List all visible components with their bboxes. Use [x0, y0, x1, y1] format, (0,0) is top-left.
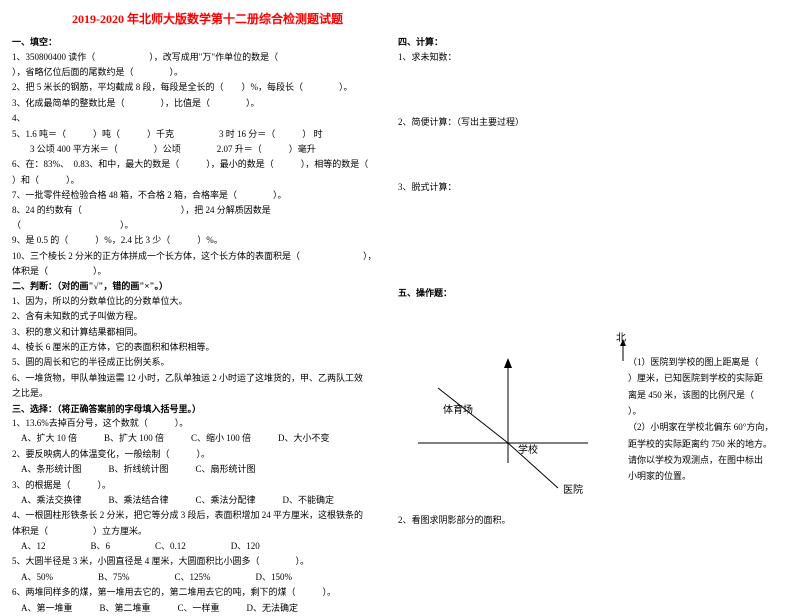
q3-5: 5、大圆半径是 3 米，小圆直径是 4 厘米，大圆面积比小圆多（ ）。 — [12, 554, 382, 568]
q1-1b: ），省略亿位后面的尾数约是（ ）。 — [12, 65, 382, 79]
q3-3: 3、的根据是（ ）。 — [12, 478, 382, 492]
q1-1a: 1、350800400 读作（ ），改写成用"万"作单位的数是（ — [12, 50, 382, 64]
label-hospital: 医院 — [563, 483, 583, 496]
q3-2: 2、要反映病人的体温变化，一般绘制（ ）。 — [12, 447, 382, 461]
page-title: 2019-2020 年北师大版数学第十二册综合检测题试题 — [72, 10, 788, 29]
q5-2: 2、看图求阴影部分的面积。 — [398, 513, 511, 527]
q1-10b: 体积是（ ）。 — [12, 264, 382, 278]
q2-6a: 6、一堆货物，甲队单独运需 12 小时，乙队单独运 2 小时运了这堆货的，甲、乙… — [12, 371, 382, 385]
q3-4: 4、一根圆柱形铁条长 2 分米，把它等分成 3 段后，表面积增加 24 平方厘米… — [12, 508, 382, 522]
q2-3: 3、积的意义和计算结果都相同。 — [12, 325, 382, 339]
q2-5: 5、圆的周长和它的半径成正比例关系。 — [12, 355, 382, 369]
q3-6o: A、第一堆重 B、第二堆重 C、一样重 D、无法确定 — [12, 601, 382, 615]
q1-6b: ）和（ ）。 — [12, 173, 382, 187]
q1-5a: 5、1.6 吨＝（ ）吨（ ）千克 3 时 16 分＝（ ） 时 — [12, 127, 382, 141]
rt-e: （2）小明家在学校北偏东 60°方向， — [628, 420, 788, 435]
section-2-head: 二、判断：（对的画"√"，错的画"×"。） — [12, 279, 382, 293]
q3-3o: A、乘法交换律 B、乘法结合律 C、乘法分配律 D、不能确定 — [12, 493, 382, 507]
q2-4: 4、棱长 6 厘米的正方体，它的表面积和体积相等。 — [12, 340, 382, 354]
q1-9: 9、是 0.5 的（ ）%，2.4 比 3 少（ ）%。 — [12, 233, 382, 247]
q3-2o: A、条形统计图 B、折线统计图 C、扇形统计图 — [12, 462, 382, 476]
q1-5b: 3 公顷 400 平方米＝（ ）公顷 2.07 升＝（ ）毫升 — [12, 142, 382, 156]
left-column: 一、填空： 1、350800400 读作（ ），改写成用"万"作单位的数是（ ）… — [12, 35, 382, 616]
map-diagram: 体育场 学校 医院 — [398, 353, 618, 503]
q1-10a: 10、三个棱长 2 分米的正方体拼成一个长方体，这个长方体的表面积是（ ）， — [12, 249, 382, 263]
rt-a: （1）医院到学校的图上距离是（ — [628, 355, 788, 370]
rt-c: 离是 450 米，该图的比例尺是（ — [628, 388, 788, 403]
q3-4o: A、12 B、6 C、0.12 D、120 — [12, 539, 382, 553]
section-1-head: 一、填空： — [12, 35, 382, 49]
q1-6a: 6、在：83%、 0.83、和中，最大的数是（ ），最小的数是（ ），相等的数是… — [12, 157, 382, 171]
label-school: 学校 — [518, 443, 538, 456]
q3-4b: 体积是（ ）立方厘米。 — [12, 524, 382, 538]
q1-2: 2、把 5 米长的钢筋，平均截成 8 段，每段是全长的（ ）%，每段长（ ）。 — [12, 80, 382, 94]
q1-3: 3、化成最简单的整数比是（ ），比值是（ ）。 — [12, 96, 382, 110]
section-5-head: 五、操作题： — [398, 286, 788, 300]
section-3-head: 三、选择：（将正确答案前的字母填入括号里。） — [12, 402, 382, 416]
label-stadium: 体育场 — [443, 403, 473, 416]
q1-7: 7、一批零件经检验合格 48 箱，不合格 2 箱，合格率是（ ）。 — [12, 188, 382, 202]
q3-5o: A、50% B、75% C、125% D、150% — [12, 570, 382, 584]
q3-1: 1、13.6%去掉百分号，这个数就（ ）。 — [12, 416, 382, 430]
q1-4: 4、 — [12, 111, 382, 125]
q1-8: 8、24 的约数有（ ），把 24 分解质因数是（ ）。 — [12, 203, 382, 232]
rt-f: 距学校的实际距离约 750 米的地方。 — [628, 437, 788, 452]
rt-d: ）。 — [628, 404, 788, 419]
north-arrow-icon — [618, 339, 628, 367]
q3-6: 6、两堆同样多的煤，第一堆用去它的，第二堆用去它的吨，剩下的煤（ ）。 — [12, 585, 382, 599]
q4-3: 3、脱式计算： — [398, 180, 788, 194]
q5-1-text: （1）医院到学校的图上距离是（ ）厘米，已知医院到学校的实际距 离是 450 米… — [628, 355, 788, 485]
q2-6b: 之比是。 — [12, 386, 382, 400]
q4-1: 1、求未知数： — [398, 50, 788, 64]
q4-2: 2、简便计算：（写出主要过程） — [398, 115, 788, 129]
q2-1: 1、因为，所以的分数单位比的分数单位大。 — [12, 294, 382, 308]
section-4-head: 四、计算： — [398, 35, 788, 49]
rt-b: ）厘米，已知医院到学校的实际距 — [628, 371, 788, 386]
rt-g: 请你以学校为观测点，在图中标出 — [628, 453, 788, 468]
right-column: 四、计算： 1、求未知数： 2、简便计算：（写出主要过程） 3、脱式计算： 五、… — [398, 35, 788, 616]
rt-h: 小明家的位置。 — [628, 469, 788, 484]
q2-2: 2、含有未知数的式子叫做方程。 — [12, 309, 382, 323]
q3-1o: A、扩大 10 倍 B、扩大 100 倍 C、缩小 100 倍 D、大小不变 — [12, 431, 382, 445]
